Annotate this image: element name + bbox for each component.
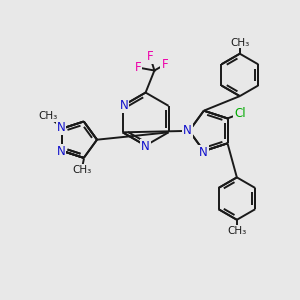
Text: CH₃: CH₃	[73, 165, 92, 175]
Text: F: F	[147, 50, 153, 63]
Text: CH₃: CH₃	[38, 111, 57, 121]
Text: N: N	[120, 99, 128, 112]
Text: CH₃: CH₃	[230, 38, 249, 47]
Text: F: F	[161, 58, 168, 71]
Text: N: N	[199, 146, 208, 159]
Text: N: N	[183, 124, 192, 137]
Text: N: N	[56, 122, 65, 134]
Text: F: F	[135, 61, 142, 74]
Text: CH₃: CH₃	[227, 226, 247, 236]
Text: N: N	[56, 145, 65, 158]
Text: Cl: Cl	[234, 107, 246, 121]
Text: N: N	[141, 140, 150, 153]
